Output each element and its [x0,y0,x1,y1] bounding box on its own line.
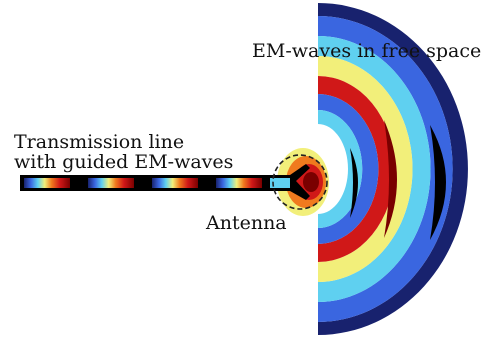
transmission-line-label-2: with guided EM-waves [14,151,233,173]
wave-core-outer [430,125,446,240]
antenna-marker-circle [272,154,328,210]
wave-front-2 [318,94,379,244]
wave-front-3 [318,76,395,262]
guided-wave-pulse-3 [152,178,198,188]
guided-wave-pulse-2 [88,178,134,188]
guided-wave-pulse-5 [270,178,290,188]
guided-wave-pulse-4 [216,178,262,188]
antenna-horn [290,164,310,200]
wave-front-5 [318,36,431,302]
wave-front-1 [318,110,363,228]
transmission-line [20,164,310,200]
wave-front-6 [318,16,453,322]
wave-core-mid [384,120,397,238]
antenna-label: Antenna [205,212,287,234]
transmission-line-label-1: Transmission line [14,131,184,153]
wave-core-inner [350,148,358,218]
free-space-label: EM-waves in free space [252,40,481,62]
wave-fronts [318,3,468,335]
guided-wave-pulse-1 [24,178,70,188]
